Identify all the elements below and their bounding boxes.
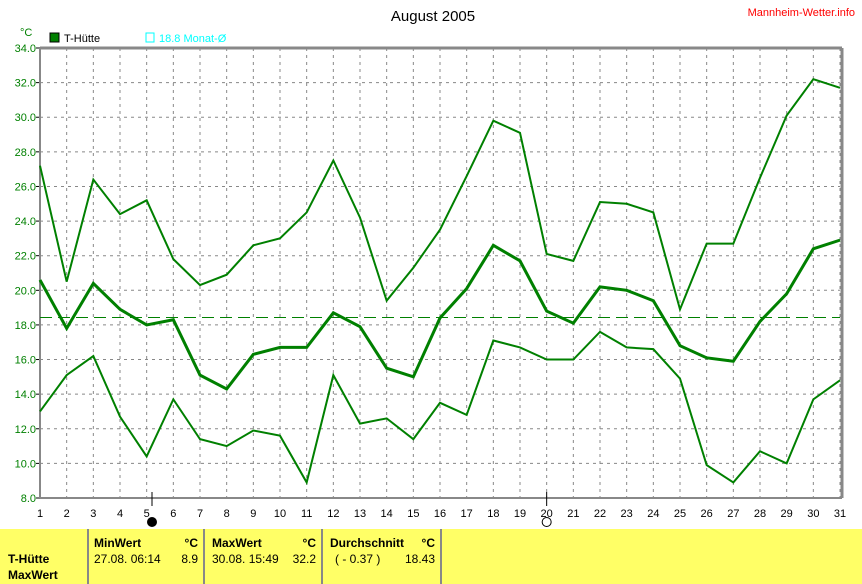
min-date: 27.08. 06:14 [94, 552, 161, 566]
stats-footer: T-Hütte MaxWert MinWert °C 27.08. 06:14 … [0, 529, 862, 584]
series-line-mean [38, 238, 841, 391]
avg-diff: ( - 0.37 ) [335, 552, 381, 566]
min-header: MinWert [94, 536, 142, 550]
x-tick-label: 15 [407, 508, 419, 520]
chart-title: August 2005 [391, 8, 475, 25]
min-value: 8.9 [181, 552, 198, 566]
x-tick-label: 3 [90, 508, 96, 520]
x-tick-label: 11 [301, 508, 312, 520]
x-tick-label: 19 [514, 508, 526, 520]
y-tick-label: 20.0 [15, 285, 36, 297]
y-tick-label: 12.0 [15, 424, 36, 436]
y-tick-label: 30.0 [15, 112, 36, 124]
row-label-type: MaxWert [8, 568, 58, 582]
x-tick-label: 29 [781, 508, 793, 520]
x-tick-label: 26 [701, 508, 713, 520]
y-tick-label: 24.0 [15, 216, 36, 228]
x-tick-label: 24 [647, 508, 659, 520]
series-line-max [39, 77, 841, 313]
max-date: 30.08. 15:49 [212, 552, 279, 566]
x-tick-label: 27 [727, 508, 739, 520]
x-tick-label: 16 [434, 508, 446, 520]
y-unit: °C [20, 27, 32, 39]
x-tick-label: 21 [567, 508, 579, 520]
x-tick-label: 22 [594, 508, 606, 520]
min-unit: °C [184, 536, 198, 550]
full-moon-icon [147, 517, 157, 527]
x-tick-label: 1 [37, 508, 43, 520]
legend-monthly: 18.8 Monat-Ø [159, 33, 227, 45]
new-moon-icon [541, 517, 552, 527]
x-tick-label: 18 [487, 508, 499, 520]
max-header: MaxWert [212, 536, 262, 550]
x-tick-label: 7 [197, 508, 203, 520]
y-tick-label: 22.0 [15, 251, 36, 263]
x-tick-label: 4 [117, 508, 123, 520]
y-tick-label: 26.0 [15, 181, 36, 193]
x-tick-label: 31 [834, 508, 846, 520]
x-tick-label: 9 [250, 508, 256, 520]
x-tick-label: 6 [170, 508, 176, 520]
y-tick-label: 16.0 [15, 355, 36, 367]
row-label-sensor: T-Hütte [8, 552, 50, 566]
legend-swatch-t-huette [49, 32, 60, 43]
legend-swatch-monthly [145, 32, 155, 43]
x-tick-label: 13 [354, 508, 366, 520]
x-tick-label: 30 [807, 508, 819, 520]
y-tick-label: 10.0 [15, 458, 36, 470]
x-tick-label: 10 [274, 508, 286, 520]
series-line-min [39, 330, 841, 486]
x-tick-label: 20 [541, 508, 553, 520]
y-tick-label: 14.0 [15, 389, 36, 401]
x-tick-label: 2 [64, 508, 70, 520]
max-unit: °C [302, 536, 316, 550]
x-tick-label: 28 [754, 508, 766, 520]
y-tick-label: 8.0 [21, 493, 36, 505]
x-tick-label: 23 [621, 508, 633, 520]
avg-value: 18.43 [404, 552, 435, 566]
x-tick-label: 14 [381, 508, 393, 520]
x-tick-label: 17 [461, 508, 473, 520]
y-tick-label: 34.0 [15, 43, 36, 55]
x-tick-label: 5 [144, 508, 150, 520]
y-tick-label: 28.0 [15, 147, 36, 159]
y-tick-label: 32.0 [15, 78, 36, 90]
x-tick-label: 25 [674, 508, 686, 520]
x-tick-label: 8 [224, 508, 230, 520]
avg-header: Durchschnitt [330, 536, 405, 550]
temperature-chart: August 2005 Mannheim-Wetter.info °C T-Hü… [15, 7, 855, 527]
legend-t-huette: T-Hütte [64, 33, 100, 45]
avg-unit: °C [421, 536, 435, 550]
site-link[interactable]: Mannheim-Wetter.info [748, 7, 855, 19]
max-value: 32.2 [292, 552, 316, 566]
x-tick-label: 12 [327, 508, 339, 520]
y-tick-label: 18.0 [15, 320, 36, 332]
